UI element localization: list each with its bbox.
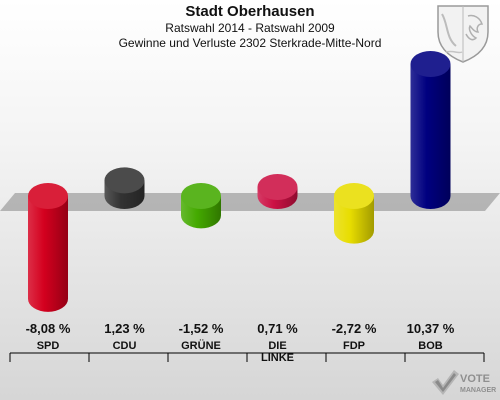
bar-top-cap (334, 183, 374, 209)
bar-fdp (334, 183, 374, 244)
bar-spd (28, 183, 68, 312)
chart-subtitle-district: Gewinne und Verluste 2302 Sterkrade-Mitt… (118, 36, 382, 50)
value-label: -1,52 % (179, 321, 224, 336)
logo-text-manager: MANAGER (460, 387, 496, 394)
bar-body (410, 64, 451, 209)
category-label: SPD (37, 340, 60, 352)
vote-manager-logo: VOTE MANAGER (432, 370, 496, 395)
bar-die-linke (257, 173, 298, 209)
value-label: -8,08 % (26, 321, 71, 336)
value-label: 10,37 % (407, 321, 455, 336)
bar-top-cap (410, 51, 451, 77)
bar-top-cap (257, 173, 298, 200)
bar-top-cap (28, 183, 68, 209)
category-label: LINKE (261, 352, 294, 364)
chart-title: Stadt Oberhausen (185, 3, 315, 20)
chart-subtitle-election: Ratswahl 2014 - Ratswahl 2009 (165, 21, 335, 35)
checkmark-icon (432, 370, 459, 395)
logo-text-vote: VOTE (460, 373, 490, 385)
value-label: 0,71 % (257, 321, 298, 336)
category-label: DIE (268, 340, 286, 352)
category-label: BOB (418, 340, 443, 352)
bar-body (28, 196, 68, 312)
chart-header: Stadt Oberhausen Ratswahl 2014 - Ratswah… (0, 2, 500, 51)
bar-top-cap (104, 167, 145, 194)
bar-body (334, 196, 374, 244)
category-label: CDU (113, 340, 137, 352)
bar-top-cap (181, 183, 221, 209)
value-label: -2,72 % (332, 321, 377, 336)
category-label: FDP (343, 340, 365, 352)
bar-cdu (104, 167, 145, 209)
category-label: GRÜNE (181, 339, 221, 352)
bar-grüne (181, 183, 221, 229)
coat-of-arms-icon (437, 5, 489, 63)
bar-bob (410, 51, 451, 209)
value-label: 1,23 % (104, 321, 145, 336)
